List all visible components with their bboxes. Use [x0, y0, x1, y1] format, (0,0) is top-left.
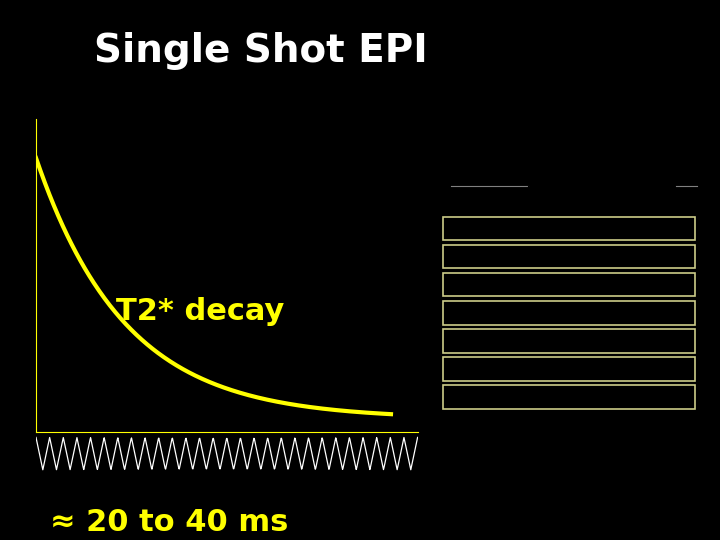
- Text: Gz: Gz: [440, 223, 451, 232]
- Text: RF: RF: [440, 75, 451, 84]
- Text: T2* decay: T2* decay: [116, 297, 284, 326]
- Text: EPI Readout Window: EPI Readout Window: [135, 489, 319, 507]
- Text: TE: TE: [631, 43, 643, 52]
- Text: gradient-echo: gradient-echo: [557, 24, 625, 35]
- Text: Gy: Gy: [440, 172, 451, 181]
- Text: Gx: Gx: [440, 123, 451, 132]
- Text: ≈ 20 to 40 ms: ≈ 20 to 40 ms: [50, 508, 289, 537]
- Text: 90°: 90°: [479, 51, 495, 60]
- Text: Single Shot EPI: Single Shot EPI: [94, 32, 428, 70]
